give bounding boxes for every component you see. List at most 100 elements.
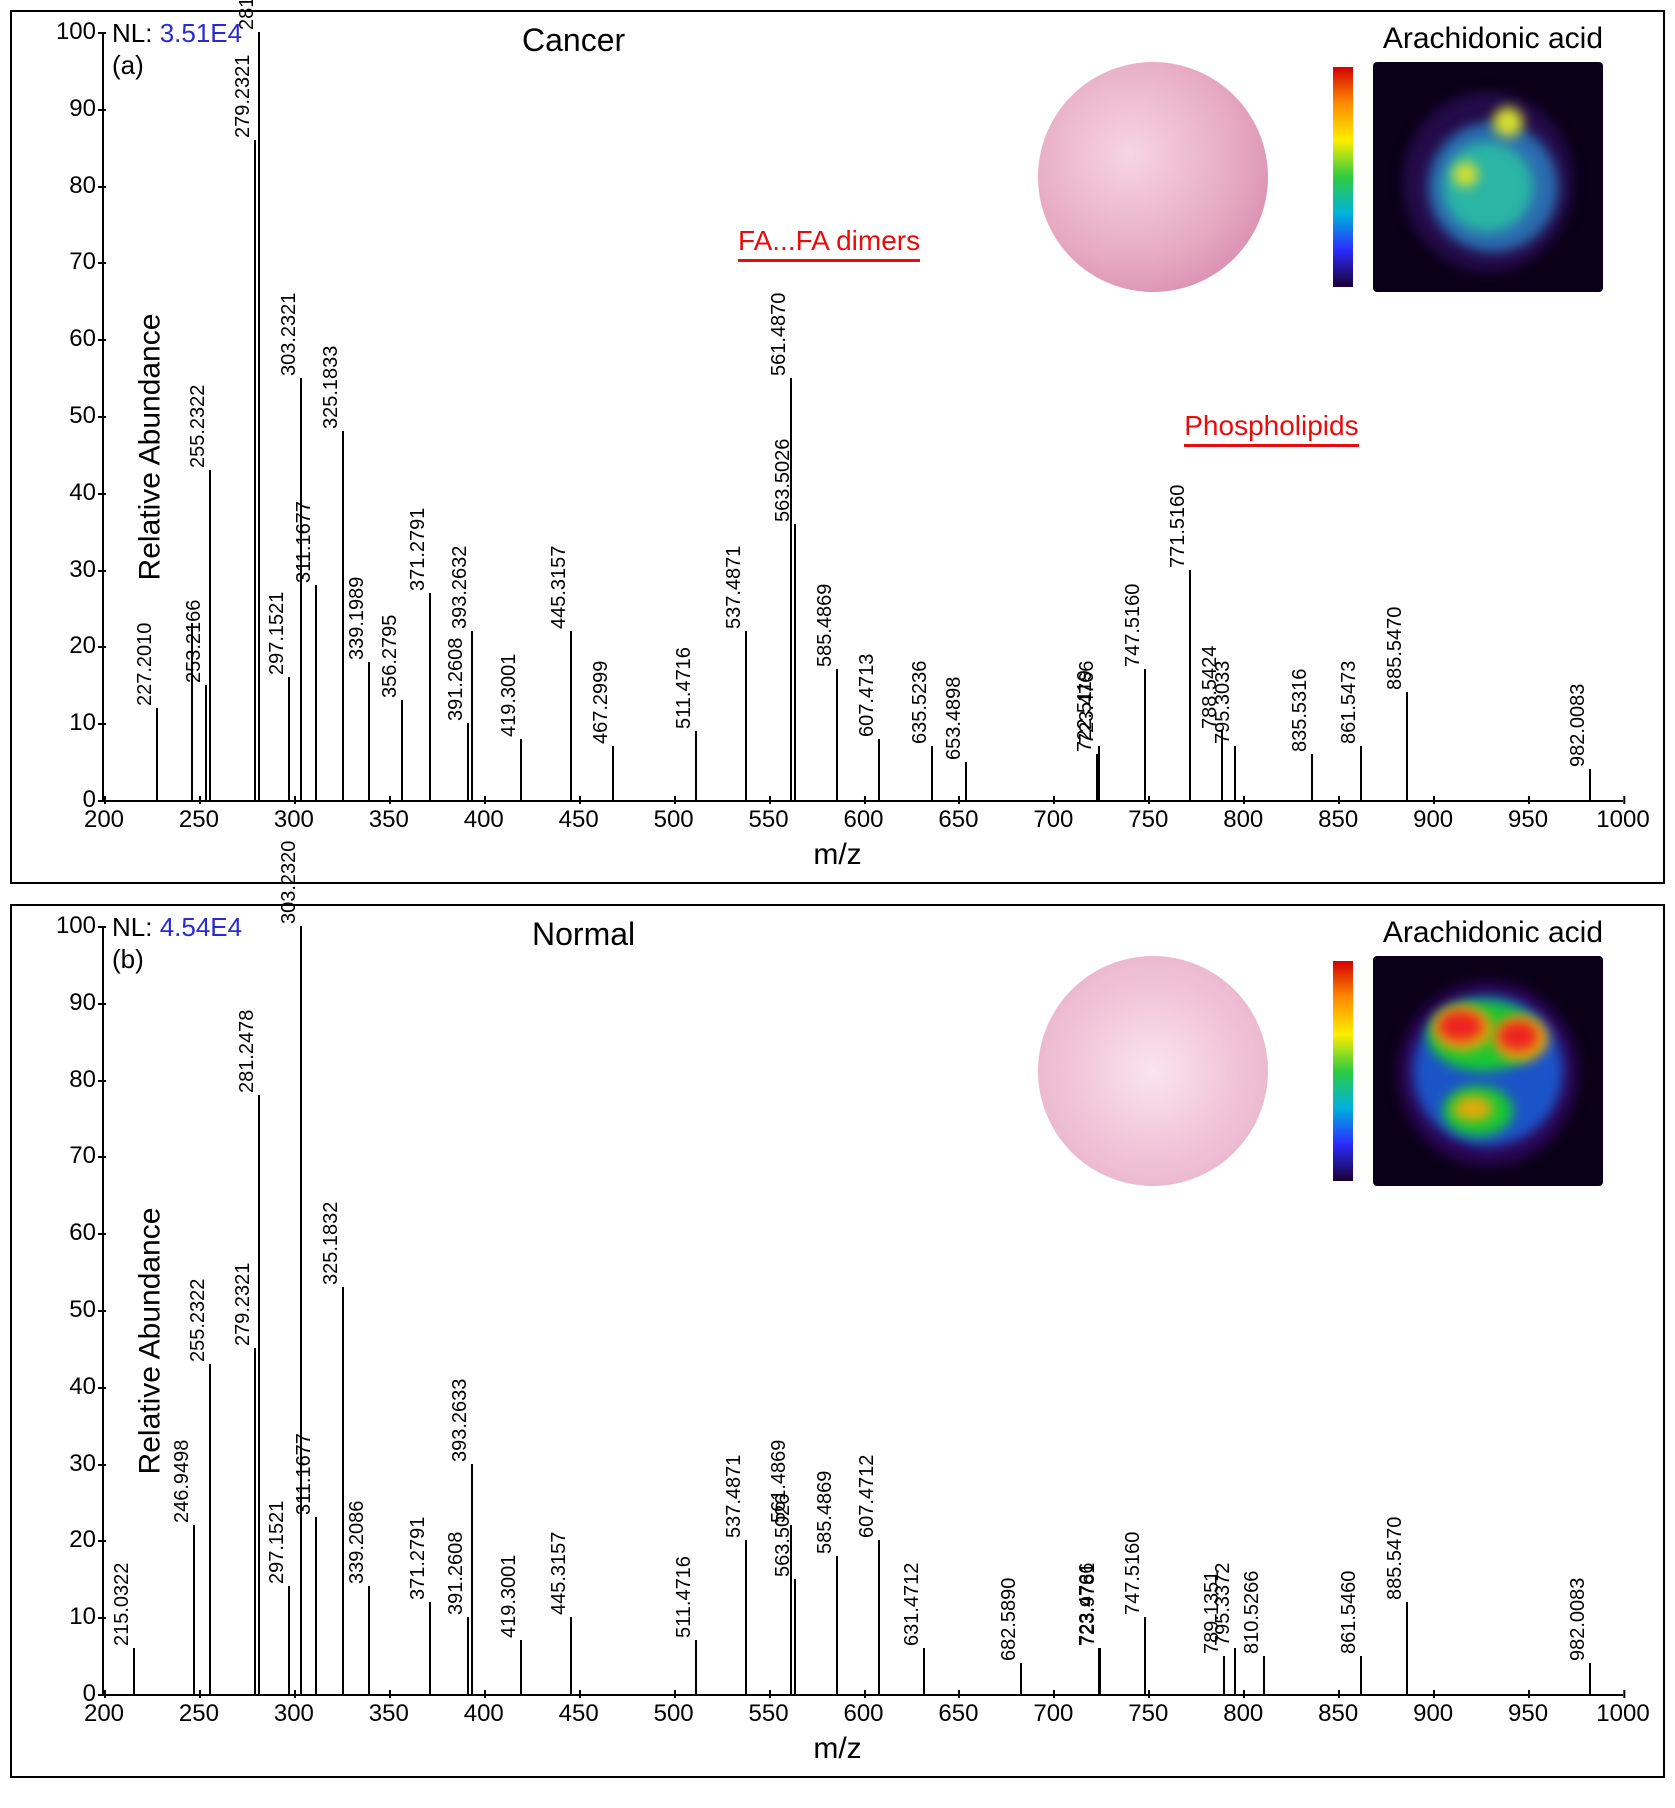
spectrum-peak: 723.4766 <box>1098 746 1100 800</box>
spectrum-peak: 795.3372 <box>1234 1648 1236 1694</box>
spectrum-peak: 982.0083 <box>1589 1663 1591 1694</box>
ytick: 20 <box>54 1526 96 1554</box>
peak-label: 393.2632 <box>449 546 472 629</box>
peak-label: 747.5160 <box>1122 1532 1145 1615</box>
spectrum-peak: 303.2321 <box>300 378 302 800</box>
spectrum-peak: 861.5460 <box>1360 1656 1362 1694</box>
ytick: 30 <box>54 556 96 584</box>
ytick: 90 <box>54 95 96 123</box>
spectrum-peak: 391.2608 <box>467 723 469 800</box>
peak-label: 371.2791 <box>407 507 430 590</box>
xtick: 900 <box>1413 806 1453 834</box>
xtick: 700 <box>1033 806 1073 834</box>
xtick: 850 <box>1318 806 1358 834</box>
peak-label: 391.2608 <box>445 1532 468 1615</box>
spectrum-peak: 279.2321 <box>254 1348 256 1694</box>
peak-label: 537.4871 <box>723 546 746 629</box>
peak-label: 585.4869 <box>814 584 837 667</box>
ytick: 60 <box>54 1219 96 1247</box>
spectrum-peak: 279.2321 <box>254 140 256 800</box>
peak-label: 631.4712 <box>901 1563 924 1646</box>
xtick: 250 <box>179 1700 219 1728</box>
peak-label: 311.1677 <box>293 501 316 583</box>
spectrum-peak: 303.2320 <box>300 926 302 1694</box>
peak-label: 885.5470 <box>1384 1516 1407 1599</box>
xtick: 550 <box>749 1700 789 1728</box>
xtick: 600 <box>843 806 883 834</box>
xtick: 1000 <box>1596 806 1649 834</box>
spectrum-peak: 607.4713 <box>878 739 880 800</box>
peak-label: 682.5890 <box>998 1578 1021 1661</box>
spectrum-peak: 795.3033 <box>1234 746 1236 800</box>
peak-label: 303.2320 <box>278 841 301 924</box>
region-label: Phospholipids <box>1184 410 1358 447</box>
spectrum-peak: 747.5160 <box>1144 669 1146 800</box>
peak-label: 795.3372 <box>1212 1563 1235 1646</box>
spectrum-peak: 585.4869 <box>836 1556 838 1694</box>
peak-label: 393.2633 <box>449 1378 472 1461</box>
ytick: 80 <box>54 172 96 200</box>
spectrum-peak: 771.5160 <box>1189 570 1191 800</box>
peak-label: 279.2321 <box>232 1263 255 1346</box>
peak-label: 339.2086 <box>346 1501 369 1584</box>
spectrum-peak: 747.5160 <box>1144 1617 1146 1694</box>
xtick: 200 <box>84 1700 124 1728</box>
spectrum-peak: 835.5316 <box>1311 754 1313 800</box>
colorbar-a <box>1333 67 1353 287</box>
peak-label: 325.1833 <box>320 346 343 429</box>
peak-label: 281.2478 <box>236 0 259 30</box>
ytick: 20 <box>54 632 96 660</box>
ytick: 60 <box>54 325 96 353</box>
ytick: 70 <box>54 248 96 276</box>
ytick: 100 <box>54 912 96 940</box>
peak-label: 511.4716 <box>673 1556 696 1638</box>
peak-label: 885.5470 <box>1384 607 1407 690</box>
peak-label: 325.1832 <box>320 1202 343 1285</box>
histology-image-cancer <box>1038 62 1268 292</box>
peak-label: 563.5026 <box>772 1493 795 1576</box>
spectrum-peak: 227.2010 <box>156 708 158 800</box>
ytick: 40 <box>54 1373 96 1401</box>
peak-label: 215.0322 <box>111 1563 134 1646</box>
spectrum-peak: 325.1832 <box>342 1287 344 1694</box>
xtick: 800 <box>1223 806 1263 834</box>
spectrum-peak: 393.2632 <box>471 631 473 800</box>
ytick: 10 <box>54 709 96 737</box>
xtick: 300 <box>274 1700 314 1728</box>
spectrum-peak: 311.1677 <box>315 585 317 800</box>
peak-label: 391.2608 <box>445 638 468 721</box>
spectrum-peak: 885.5470 <box>1406 692 1408 800</box>
xtick: 650 <box>938 1700 978 1728</box>
peak-label: 253.2166 <box>183 599 206 682</box>
spectrum-peak: 537.4871 <box>745 631 747 800</box>
histology-image-normal <box>1038 956 1268 1186</box>
spectrum-peak: 393.2633 <box>471 1464 473 1694</box>
spectrum-peak: 789.1351 <box>1223 1656 1225 1694</box>
peak-label: 281.2478 <box>236 1010 259 1093</box>
peak-label: 653.4898 <box>943 676 966 759</box>
peak-label: 861.5460 <box>1338 1570 1361 1653</box>
ms-image-cancer <box>1373 62 1603 292</box>
spectrum-peak: 653.4898 <box>965 762 967 800</box>
peak-label: 255.2322 <box>187 1278 210 1361</box>
panel-cancer: NL: 3.51E4 (a) Cancer Arachidonic acid R… <box>10 10 1665 884</box>
xtick: 600 <box>843 1700 883 1728</box>
spectrum-peak: 810.5266 <box>1263 1656 1265 1694</box>
peak-label: 585.4869 <box>814 1470 837 1553</box>
ms-image-normal <box>1373 956 1603 1186</box>
xtick: 350 <box>369 806 409 834</box>
xtick: 500 <box>654 1700 694 1728</box>
peak-label: 723.9781 <box>1077 1563 1100 1646</box>
xtick: 950 <box>1508 1700 1548 1728</box>
xtick: 450 <box>559 1700 599 1728</box>
peak-label: 511.4716 <box>673 647 696 729</box>
ytick: 40 <box>54 479 96 507</box>
xtick: 550 <box>749 806 789 834</box>
spectrum-peak: 371.2791 <box>429 1602 431 1694</box>
peak-label: 255.2322 <box>187 384 210 467</box>
colorbar-b <box>1333 961 1353 1181</box>
spectrum-peak: 635.5236 <box>931 746 933 800</box>
spectrum-peak: 511.4716 <box>695 1640 697 1694</box>
ytick: 80 <box>54 1066 96 1094</box>
peak-label: 982.0083 <box>1567 684 1590 767</box>
